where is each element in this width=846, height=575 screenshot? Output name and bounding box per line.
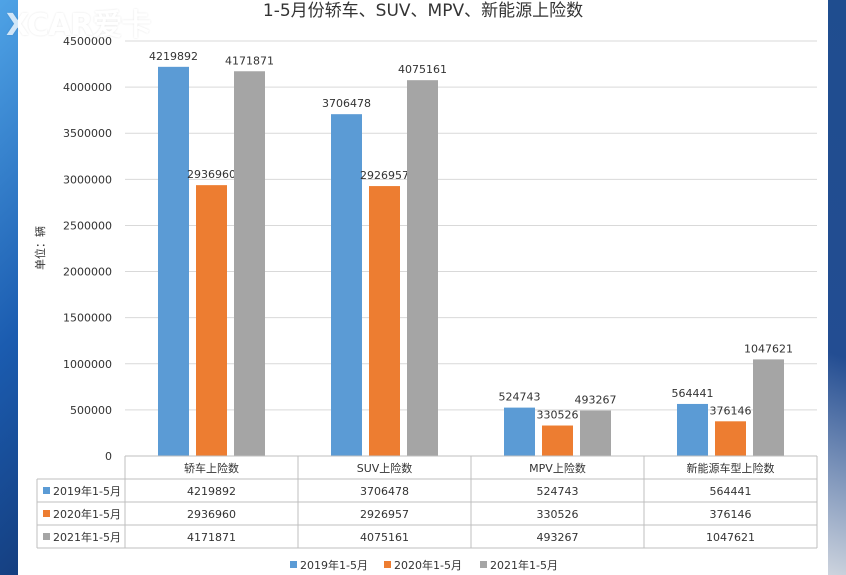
bar (715, 421, 746, 456)
table-cell-value: 330526 (537, 508, 579, 521)
legend-swatch (384, 561, 391, 568)
x-category-label: 新能源车型上险数 (687, 461, 775, 475)
xcar-watermark-logo: XCAR爱卡 (6, 8, 151, 43)
data-label: 524743 (499, 391, 541, 404)
legend-label: 2020年1-5月 (394, 558, 462, 572)
y-tick-label: 3000000 (63, 173, 112, 186)
bar (542, 425, 573, 456)
y-tick-label: 1000000 (63, 358, 112, 371)
table-series-name: 2020年1-5月 (53, 507, 121, 521)
bar (369, 186, 400, 456)
table-legend-key (43, 533, 50, 540)
table-cell-value: 493267 (537, 531, 579, 544)
table-cell-value: 376146 (710, 508, 752, 521)
data-label: 4171871 (225, 54, 274, 67)
table-legend-key (43, 487, 50, 494)
y-tick-label: 500000 (70, 404, 112, 417)
legend-swatch (480, 561, 487, 568)
bar (407, 80, 438, 456)
y-tick-label: 2000000 (63, 266, 112, 279)
y-tick-label: 2500000 (63, 219, 112, 232)
bar (196, 185, 227, 456)
table-cell-value: 4171871 (187, 531, 236, 544)
y-axis-label: 单位：辆 (33, 226, 47, 270)
y-tick-label: 4000000 (63, 81, 112, 94)
bar (234, 71, 265, 456)
table-cell-value: 2936960 (187, 508, 236, 521)
legend-label: 2019年1-5月 (300, 558, 368, 572)
data-label: 1047621 (744, 342, 793, 355)
x-category-label: SUV上险数 (357, 461, 413, 475)
x-category-label: 轿车上险数 (184, 461, 239, 475)
table-series-name: 2021年1-5月 (53, 530, 121, 544)
y-tick-label: 1500000 (63, 312, 112, 325)
data-label: 564441 (672, 387, 714, 400)
chart-title: 1-5月份轿车、SUV、MPV、新能源上险数 (263, 1, 583, 21)
table-cell-value: 3706478 (360, 485, 409, 498)
y-tick-label: 4500000 (63, 35, 112, 48)
bar (753, 359, 784, 456)
x-category-label: MPV上险数 (529, 461, 586, 475)
data-label: 4219892 (149, 50, 198, 63)
y-tick-label: 3500000 (63, 127, 112, 140)
table-cell-value: 2926957 (360, 508, 409, 521)
data-label: 4075161 (398, 63, 447, 76)
bar (580, 410, 611, 456)
table-series-name: 2019年1-5月 (53, 484, 121, 498)
table-cell-value: 524743 (537, 485, 579, 498)
bar (504, 407, 535, 456)
data-label: 2936960 (187, 168, 236, 181)
table-cell-value: 4219892 (187, 485, 236, 498)
legend-swatch (290, 561, 297, 568)
data-label: 3706478 (322, 97, 371, 110)
table-legend-key (43, 510, 50, 517)
bar (158, 66, 189, 456)
data-label: 493267 (575, 394, 617, 407)
bar (331, 114, 362, 456)
bar (677, 403, 708, 456)
legend-label: 2021年1-5月 (490, 558, 558, 572)
table-cell-value: 4075161 (360, 531, 409, 544)
data-label: 376146 (710, 404, 752, 417)
y-tick-label: 0 (105, 450, 112, 463)
data-label: 330526 (537, 409, 579, 422)
table-cell-value: 1047621 (706, 531, 755, 544)
table-cell-value: 564441 (710, 485, 752, 498)
data-label: 2926957 (360, 169, 409, 182)
